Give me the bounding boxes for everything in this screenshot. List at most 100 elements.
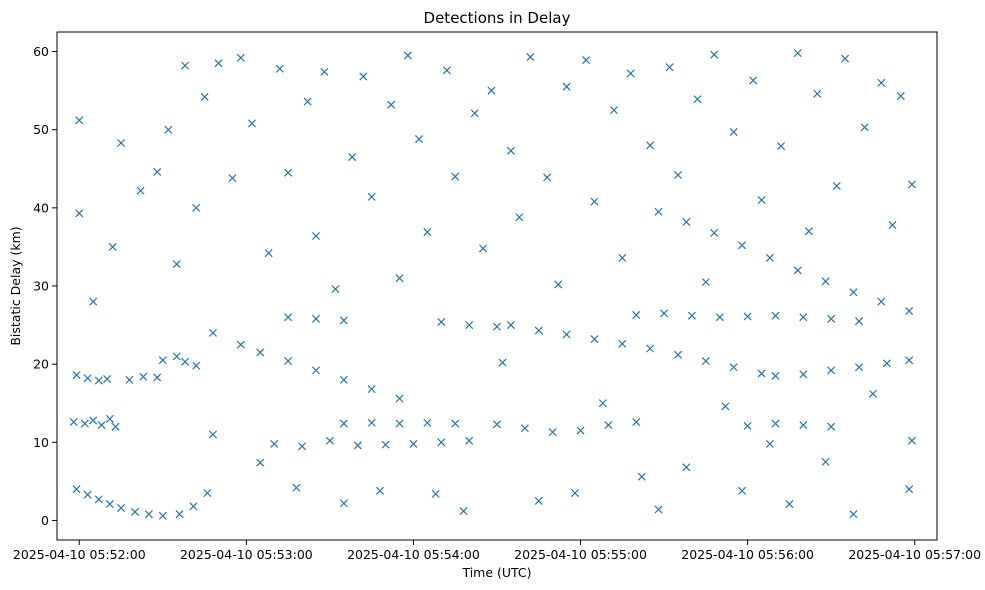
data-point: [757, 196, 766, 205]
data-point: [804, 227, 813, 236]
data-point: [665, 63, 674, 72]
data-point: [325, 436, 334, 445]
data-point: [292, 483, 301, 492]
data-point: [562, 82, 571, 91]
data-point: [590, 335, 599, 344]
data-point: [534, 326, 543, 335]
data-point: [228, 174, 237, 183]
data-point: [520, 424, 529, 433]
data-point: [821, 457, 830, 466]
data-point: [654, 207, 663, 216]
data-point: [729, 363, 738, 372]
data-point: [526, 52, 535, 62]
data-point: [827, 366, 836, 375]
data-point: [604, 421, 613, 430]
data-point: [868, 389, 877, 398]
data-point: [777, 142, 786, 151]
data-point: [479, 244, 488, 253]
data-point: [465, 321, 474, 330]
data-point: [339, 375, 348, 384]
data-point: [470, 109, 479, 118]
data-point: [264, 249, 273, 258]
data-point: [632, 417, 641, 427]
data-point: [576, 426, 585, 435]
y-axis-label: Bistatic Delay (km): [8, 226, 23, 345]
data-point: [270, 439, 279, 448]
data-point: [548, 428, 557, 437]
data-point: [582, 56, 591, 65]
data-point: [905, 485, 914, 494]
data-point: [682, 217, 691, 226]
data-point: [506, 321, 515, 330]
x-tick-label: 2025-04-10 05:55:00: [514, 547, 647, 562]
data-point: [164, 125, 173, 134]
data-point: [682, 463, 691, 472]
data-point: [907, 436, 916, 445]
data-point: [855, 363, 864, 372]
data-point: [192, 203, 201, 212]
data-point: [710, 50, 719, 59]
data-point: [298, 442, 307, 451]
data-point: [275, 64, 284, 73]
data-point: [562, 330, 571, 339]
data-point: [144, 510, 153, 519]
data-point: [348, 153, 357, 162]
data-point: [849, 510, 858, 519]
y-tick-label: 50: [33, 122, 49, 137]
data-point: [158, 511, 167, 520]
data-point: [130, 507, 139, 516]
data-point: [236, 53, 245, 62]
data-point: [855, 317, 864, 326]
data-point: [738, 241, 747, 250]
data-point: [83, 490, 92, 499]
data-point: [256, 348, 265, 357]
data-point: [618, 253, 627, 262]
data-point: [181, 61, 190, 70]
data-point: [506, 146, 515, 155]
data-point: [415, 135, 424, 144]
data-point: [632, 310, 641, 319]
data-point: [203, 489, 212, 498]
y-tick-label: 20: [33, 357, 49, 372]
data-point: [320, 67, 329, 76]
data-point: [236, 340, 245, 349]
x-axis-ticks: 2025-04-10 05:52:00 2025-04-10 05:53:00 20…: [13, 540, 981, 562]
data-point: [172, 260, 181, 269]
data-point: [353, 441, 362, 450]
data-point: [543, 173, 552, 182]
data-point: [72, 485, 81, 494]
data-point: [710, 228, 719, 237]
data-point: [813, 89, 822, 98]
y-tick-label: 30: [33, 279, 49, 294]
data-point: [654, 505, 663, 514]
x-axis-label: Time (UTC): [461, 565, 531, 580]
data-point: [192, 361, 201, 370]
data-point: [247, 119, 256, 128]
data-point: [208, 430, 217, 439]
data-point: [94, 376, 103, 385]
data-point: [105, 414, 114, 423]
data-point: [153, 167, 162, 176]
data-point: [765, 253, 774, 262]
data-point: [158, 356, 167, 365]
chart-title: Detections in Delay: [424, 9, 571, 27]
data-point: [367, 418, 376, 427]
data-point: [175, 510, 184, 519]
data-point: [108, 242, 117, 251]
data-point: [395, 419, 404, 428]
y-tick-label: 60: [33, 44, 49, 59]
data-point: [208, 328, 217, 337]
data-point: [381, 440, 390, 449]
data-point: [749, 76, 758, 85]
data-point: [701, 357, 710, 366]
data-point: [905, 356, 914, 365]
data-point: [882, 359, 891, 368]
data-point: [515, 213, 524, 222]
data-point: [827, 422, 836, 431]
data-point: [849, 288, 858, 297]
data-point: [687, 311, 696, 320]
data-point: [660, 309, 669, 318]
data-point: [554, 280, 563, 289]
data-point: [311, 366, 321, 375]
data-point: [498, 358, 507, 367]
